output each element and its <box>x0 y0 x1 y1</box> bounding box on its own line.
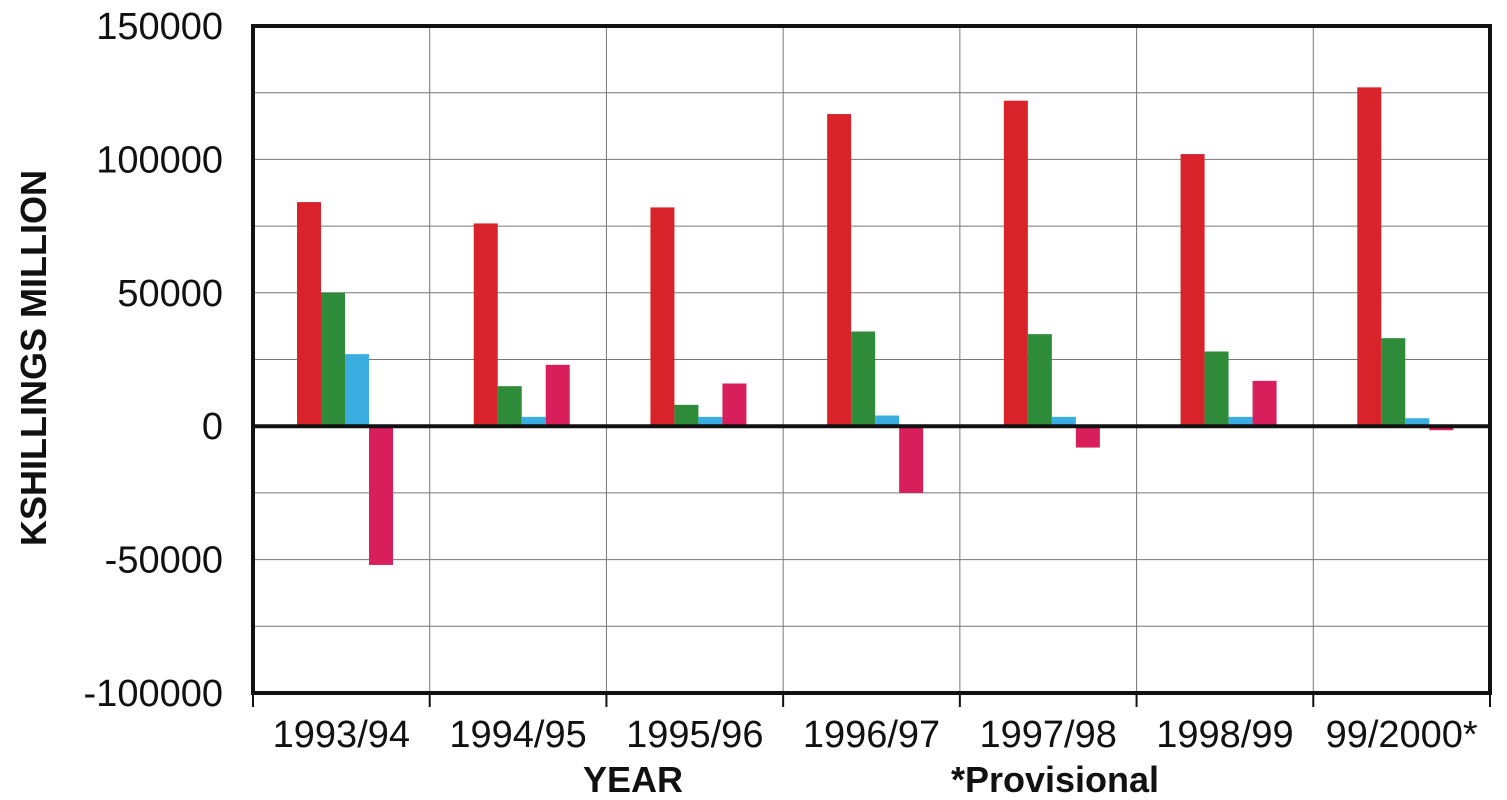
bar-series2-1994/95 <box>497 386 522 427</box>
bar-series1-1998/99 <box>1180 154 1205 427</box>
bar-series3-1995/96 <box>698 416 723 427</box>
x-tick-label: 1997/98 <box>980 714 1117 756</box>
bar-series2-1997/98 <box>1027 334 1052 427</box>
bar-series2-99/2000* <box>1381 338 1406 427</box>
bar-series3-1998/99 <box>1228 416 1253 427</box>
x-tick-label: 1998/99 <box>1156 714 1293 756</box>
bar-series4-1993/94 <box>369 426 393 565</box>
x-tick-label: 1993/94 <box>273 714 410 756</box>
bar-series1-1994/95 <box>473 223 498 427</box>
x-tick-labels: 1993/94 1994/95 1995/96 1996/97 1997/98 1998/… <box>273 714 1478 756</box>
bar-series4-1996/97 <box>899 426 924 493</box>
bar-series1-1993/94 <box>297 202 321 427</box>
x-tick-label: 99/2000* <box>1326 714 1478 756</box>
x-tick-label: 1996/97 <box>803 714 940 756</box>
bar-series3-1996/97 <box>875 415 900 427</box>
x-tick-label: 1995/96 <box>626 714 763 756</box>
x-axis-title: YEAR <box>583 759 683 800</box>
bar-series2-1995/96 <box>674 404 699 427</box>
bar-series2-1996/97 <box>851 331 876 427</box>
x-tick-label: 1994/95 <box>449 714 586 756</box>
bar-series1-1995/96 <box>650 207 675 427</box>
y-tick-label: 150000 <box>96 6 223 48</box>
bar-series3-1997/98 <box>1051 416 1076 427</box>
y-tick-label: 100000 <box>96 139 223 181</box>
y-axis-title: KSHILLINGS MILLION <box>13 170 54 546</box>
y-tick-label: -100000 <box>84 673 223 715</box>
bar-series1-99/2000* <box>1357 87 1382 427</box>
y-tick-label: 50000 <box>117 273 223 315</box>
axes <box>251 24 1492 707</box>
bar-series1-1997/98 <box>1003 100 1028 427</box>
bar-series4-1997/98 <box>1075 426 1100 448</box>
y-tick-label: -50000 <box>105 540 223 582</box>
y-tick-labels: 150000 100000 50000 0 -50000 -100000 <box>84 6 223 715</box>
provisional-note: *Provisional <box>951 759 1159 800</box>
bars <box>297 87 1454 565</box>
plot-frame <box>251 24 1492 695</box>
bar-series4-1994/95 <box>545 364 570 427</box>
bar-series4-1995/96 <box>722 383 747 427</box>
bar-series3-1994/95 <box>521 416 546 427</box>
bar-series2-1993/94 <box>321 292 345 427</box>
bar-series3-1993/94 <box>345 354 369 427</box>
y-tick-label: 0 <box>202 406 223 448</box>
bar-series4-1998/99 <box>1252 380 1277 427</box>
bar-series3-99/2000* <box>1405 418 1430 427</box>
bar-series2-1998/99 <box>1204 351 1229 427</box>
bar-series4-99/2000* <box>1429 426 1454 431</box>
bar-series1-1996/97 <box>827 114 852 427</box>
